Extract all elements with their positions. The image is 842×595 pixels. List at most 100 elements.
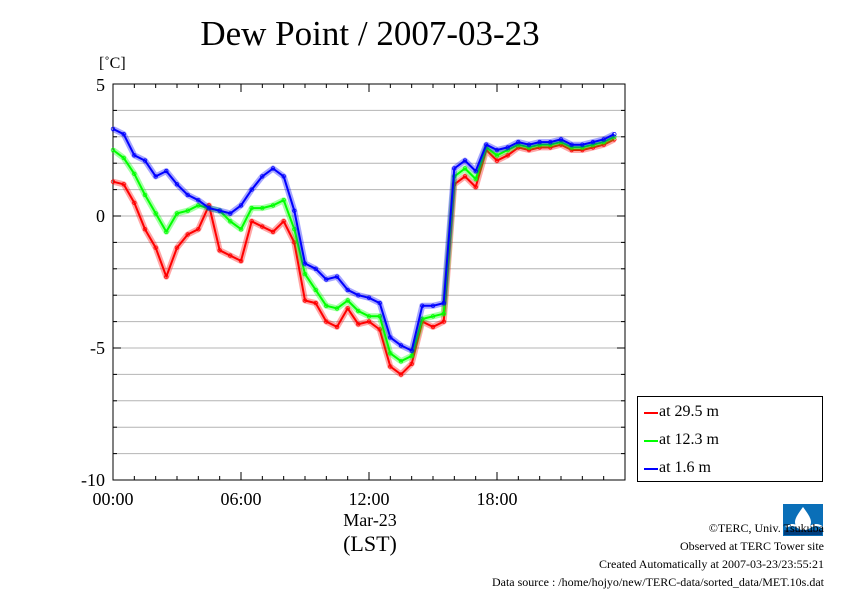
data-point xyxy=(238,258,244,264)
y-tick-label: 0 xyxy=(96,206,105,226)
data-point xyxy=(366,319,372,324)
data-point xyxy=(174,182,180,187)
data-point xyxy=(388,351,393,356)
data-point xyxy=(334,324,340,330)
series-band xyxy=(112,136,616,378)
legend: at 29.5 m at 12.3 m at 1.6 m xyxy=(637,396,823,482)
data-point xyxy=(601,137,606,142)
data-point xyxy=(185,232,190,237)
data-point xyxy=(270,229,276,234)
data-point xyxy=(228,219,233,224)
data-point xyxy=(164,229,169,234)
data-point xyxy=(388,364,393,369)
data-point xyxy=(409,348,414,353)
legend-label: at 29.5 m xyxy=(659,403,719,420)
data-point xyxy=(153,211,158,216)
legend-swatch-blue xyxy=(644,468,658,470)
series-line xyxy=(112,138,615,376)
data-point xyxy=(132,171,137,176)
data-point xyxy=(356,308,361,314)
chart-title: Dew Point / 2007-03-23 xyxy=(200,14,540,53)
data-point xyxy=(612,131,617,137)
x-tick-label: 18:00 xyxy=(476,489,518,509)
data-point xyxy=(590,139,596,145)
data-point xyxy=(409,361,414,366)
date-label: Mar-23 xyxy=(343,510,397,530)
y-tick-label: 5 xyxy=(96,75,105,95)
x-tick-label: 00:00 xyxy=(92,489,134,509)
data-point xyxy=(505,145,510,150)
data-point xyxy=(260,174,265,179)
data-point xyxy=(110,147,116,153)
legend-item: at 1.6 m xyxy=(638,457,822,477)
data-point xyxy=(153,245,158,250)
data-point xyxy=(441,319,446,324)
data-point xyxy=(281,174,286,179)
data-point xyxy=(484,142,489,147)
data-point xyxy=(185,192,190,198)
data-point xyxy=(313,287,318,293)
data-point xyxy=(249,219,254,224)
data-point xyxy=(260,205,265,211)
data-point xyxy=(580,142,585,147)
data-point xyxy=(366,295,372,300)
data-point xyxy=(153,174,158,179)
series-line xyxy=(112,135,615,363)
series-2 xyxy=(110,126,617,354)
data-point xyxy=(441,300,446,306)
data-point xyxy=(313,266,318,271)
data-point xyxy=(142,226,148,232)
data-point xyxy=(494,147,500,153)
data-point xyxy=(356,322,361,327)
data-point xyxy=(174,245,180,250)
data-point xyxy=(430,314,436,319)
data-point xyxy=(121,155,126,161)
data-point xyxy=(238,226,244,232)
data-point xyxy=(420,303,425,308)
data-point xyxy=(398,359,404,364)
series-band xyxy=(111,134,616,365)
data-point xyxy=(292,226,297,232)
series-1 xyxy=(110,134,617,365)
data-point xyxy=(228,211,233,216)
data-point xyxy=(377,300,382,306)
data-point xyxy=(206,205,212,211)
data-point xyxy=(377,314,382,319)
data-point xyxy=(185,208,190,213)
data-point xyxy=(473,168,478,174)
data-point xyxy=(462,166,468,171)
data-point xyxy=(430,324,436,330)
legend-swatch-red xyxy=(644,412,658,414)
data-point xyxy=(452,166,457,171)
data-point xyxy=(196,203,201,208)
data-point xyxy=(292,208,297,213)
data-point xyxy=(142,158,148,163)
credits: ©TERC, Univ. Tsukuba Observed at TERC To… xyxy=(492,519,824,591)
data-source-text: Data source : /home/hojyo/new/TERC-data/… xyxy=(491,575,824,589)
data-point xyxy=(345,298,350,303)
data-point xyxy=(313,300,318,306)
data-point xyxy=(238,203,244,208)
data-point xyxy=(516,139,521,145)
data-point xyxy=(174,211,180,216)
data-point xyxy=(324,303,329,308)
data-point xyxy=(217,208,222,213)
terc-logo-icon xyxy=(782,503,824,537)
data-point xyxy=(398,372,404,377)
data-point xyxy=(345,306,350,311)
data-point xyxy=(302,261,308,266)
series-0 xyxy=(110,136,617,378)
data-point xyxy=(292,240,297,245)
y-tick-label: -10 xyxy=(81,470,105,490)
data-point xyxy=(377,327,382,332)
legend-label: at 12.3 m xyxy=(659,431,719,448)
data-point xyxy=(164,168,169,174)
data-point xyxy=(494,153,500,158)
data-point xyxy=(366,314,372,319)
data-point xyxy=(388,335,393,340)
data-point xyxy=(345,287,350,293)
data-point xyxy=(558,137,564,142)
data-point xyxy=(110,126,116,132)
data-point xyxy=(526,142,532,147)
data-point xyxy=(548,139,553,145)
